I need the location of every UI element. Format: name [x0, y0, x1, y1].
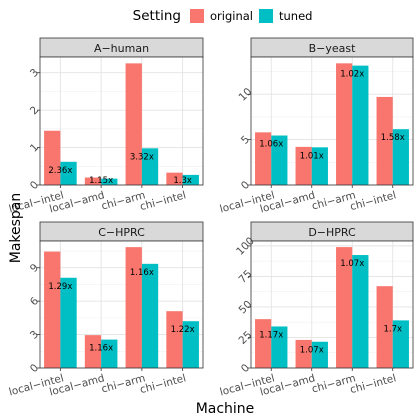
legend-label-tuned: tuned	[279, 9, 312, 23]
bar-tuned-local-intel	[271, 326, 288, 368]
bar-tuned-chi-intel	[182, 321, 199, 368]
facet-panel-b-yeast: B−yeast1.06x1.01x1.02x1.58x0510local−int…	[218, 37, 414, 216]
bar-original-chi-intel	[376, 96, 393, 185]
bar-tuned-local-amd	[311, 147, 328, 185]
bar-original-chi-arm	[336, 63, 353, 185]
bar-original-local-intel	[255, 132, 272, 185]
bar-tuned-chi-arm	[141, 148, 159, 185]
bar-tuned-local-amd	[311, 341, 328, 368]
speedup-label: 2.36x	[48, 166, 72, 176]
speedup-label: 1.7x	[383, 324, 402, 334]
speedup-label: 1.07x	[300, 346, 324, 356]
bar-tuned-chi-arm	[352, 65, 369, 185]
speedup-label: 1.16x	[89, 344, 113, 354]
x-tick-label: chi−intel	[349, 372, 398, 396]
bar-original-local-amd	[84, 177, 102, 185]
facet-title: D−HPRC	[308, 226, 356, 239]
x-tick-label: chi−intel	[139, 189, 188, 213]
speedup-label: 1.07x	[340, 259, 364, 269]
bar-original-local-intel	[44, 251, 61, 368]
x-axis-title: Machine	[196, 401, 255, 417]
speedup-label: 1.01x	[300, 151, 324, 161]
speedup-label: 1.17x	[259, 330, 283, 340]
legend-swatch-tuned	[259, 9, 273, 23]
bar-original-chi-arm	[125, 63, 142, 185]
speedup-label: 3.32x	[130, 152, 154, 162]
y-tick-label: 3	[28, 328, 41, 341]
bar-original-local-intel	[44, 130, 61, 185]
facet-title: A−human	[94, 42, 149, 55]
y-tick-label: 9	[28, 262, 41, 275]
bar-tuned-chi-arm	[141, 263, 159, 368]
y-tick-label: 2	[28, 104, 41, 117]
bar-tuned-local-intel	[60, 161, 77, 185]
panel-border	[250, 240, 414, 369]
y-tick-label: 0	[239, 362, 252, 375]
panel-border	[39, 56, 204, 186]
bar-tuned-local-amd	[101, 178, 118, 185]
bar-original-chi-intel	[376, 286, 393, 368]
legend-label-original: original	[210, 9, 253, 23]
speedup-label: 1.3x	[173, 176, 192, 186]
y-tick-label: 0	[28, 362, 41, 375]
facet-panel-a-human: A−human2.36x1.15x3.32x1.3x0123local−inte…	[8, 37, 204, 216]
bar-tuned-chi-arm	[352, 255, 369, 368]
facet-title: B−yeast	[309, 42, 357, 55]
legend: Setting original tuned	[133, 8, 313, 24]
y-tick-label: 1	[28, 141, 41, 154]
facet-title: C−HPRC	[98, 226, 145, 239]
bar-tuned-local-amd	[101, 339, 118, 368]
speedup-label: 1.06x	[259, 140, 283, 150]
y-tick-label: 0	[239, 179, 252, 192]
bar-original-local-amd	[295, 146, 312, 185]
speedup-label: 1.22x	[171, 325, 195, 335]
bar-tuned-chi-intel	[392, 129, 409, 185]
bar-original-local-amd	[295, 339, 312, 368]
speedup-label: 1.02x	[340, 70, 364, 80]
legend-swatch-original	[190, 9, 204, 23]
facet-panel-c-hprc: C−HPRC1.29x1.16x1.16x1.22x0369local−inte…	[8, 221, 204, 399]
bar-original-chi-intel	[166, 311, 183, 368]
y-axis-title: Makespan	[8, 193, 24, 264]
x-tick-label: chi−intel	[139, 372, 188, 396]
speedup-label: 1.58x	[381, 133, 405, 143]
bar-tuned-local-intel	[60, 277, 77, 368]
y-tick-label: 5	[239, 133, 252, 146]
y-tick-label: 3	[28, 67, 41, 80]
speedup-label: 1.29x	[48, 282, 72, 292]
facet-panel-d-hprc: D−HPRC1.17x1.07x1.07x1.7x0255075100local…	[218, 221, 414, 399]
y-tick-label: 0	[28, 179, 41, 192]
bar-original-chi-arm	[336, 247, 353, 368]
bar-original-chi-arm	[125, 247, 142, 368]
speedup-label: 1.16x	[130, 268, 154, 278]
panel-border	[39, 240, 204, 369]
bar-tuned-chi-intel	[182, 174, 199, 185]
speedup-label: 1.15x	[89, 176, 113, 186]
bar-original-chi-intel	[166, 172, 183, 185]
legend-title: Setting	[133, 8, 181, 24]
bar-tuned-chi-intel	[392, 320, 409, 368]
bar-original-local-amd	[84, 335, 102, 368]
panel-border	[250, 56, 414, 186]
bar-original-local-intel	[255, 319, 272, 368]
x-tick-label: chi−intel	[349, 189, 398, 213]
bar-tuned-local-intel	[271, 135, 288, 185]
